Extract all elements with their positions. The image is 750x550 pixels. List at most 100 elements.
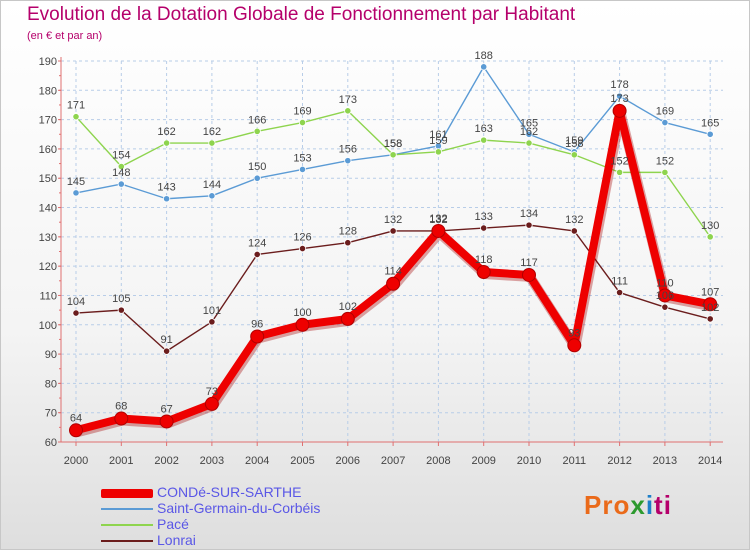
y-tick-label: 180 xyxy=(39,85,57,97)
x-tick-label: 2009 xyxy=(471,455,495,467)
data-point xyxy=(434,148,442,156)
data-label: 101 xyxy=(203,305,221,317)
y-tick-label: 100 xyxy=(39,320,57,332)
data-point xyxy=(69,423,83,438)
data-label: 158 xyxy=(384,138,402,150)
legend-label: Pacé xyxy=(157,516,189,532)
data-point xyxy=(344,239,352,247)
data-label: 128 xyxy=(339,226,357,238)
data-label: 130 xyxy=(701,220,719,232)
data-point xyxy=(208,139,216,147)
data-label: 165 xyxy=(701,117,719,129)
data-point xyxy=(163,195,171,203)
legend-label: CONDé-SUR-SARTHE xyxy=(157,484,302,500)
data-point xyxy=(298,244,307,253)
y-tick-label: 140 xyxy=(39,203,57,215)
data-label: 154 xyxy=(112,150,130,162)
data-label: 91 xyxy=(160,334,172,346)
x-tick-label: 2008 xyxy=(426,455,450,467)
grid xyxy=(61,60,723,443)
chart-subtitle: (en € et par an) xyxy=(27,30,103,42)
data-label: 169 xyxy=(656,106,674,118)
data-point xyxy=(253,250,261,259)
y-tick-label: 80 xyxy=(45,378,57,390)
data-point xyxy=(117,306,125,314)
data-label: 178 xyxy=(610,79,628,91)
legend-swatch xyxy=(101,489,153,498)
data-label: 158 xyxy=(565,138,583,150)
data-point xyxy=(163,347,171,355)
data-point xyxy=(389,151,397,159)
data-label: 105 xyxy=(112,293,130,305)
data-point xyxy=(163,139,171,147)
data-point xyxy=(661,168,669,176)
axes: 60 70 80 90 100 110 120 130 140 150 160 170 180 190 20… xyxy=(39,56,723,467)
data-label: 118 xyxy=(475,254,493,266)
x-tick-label: 2011 xyxy=(562,455,586,467)
y-tick-label: 70 xyxy=(45,408,57,420)
data-point xyxy=(117,162,125,171)
data-point xyxy=(298,118,307,127)
data-label: 124 xyxy=(248,237,266,249)
data-point xyxy=(612,103,627,118)
data-label: 162 xyxy=(520,126,538,138)
data-point xyxy=(298,165,307,174)
data-label: 188 xyxy=(475,50,493,62)
data-point xyxy=(344,107,352,115)
data-point xyxy=(340,311,355,326)
data-label: 132 xyxy=(384,214,402,226)
data-label: 100 xyxy=(293,307,311,319)
data-point xyxy=(386,276,401,291)
data-point xyxy=(208,318,216,326)
y-tick-label: 110 xyxy=(39,290,57,302)
data-point xyxy=(480,63,488,71)
legend-swatch xyxy=(101,508,153,510)
data-label: 67 xyxy=(160,403,172,415)
y-tick-label: 130 xyxy=(39,232,57,244)
data-point xyxy=(72,189,80,197)
data-point xyxy=(525,139,533,147)
data-point xyxy=(250,329,265,344)
data-point xyxy=(208,192,216,200)
data-label: 152 xyxy=(656,155,674,167)
data-point xyxy=(114,411,129,426)
data-label: 68 xyxy=(115,401,127,413)
data-label: 73 xyxy=(206,386,218,398)
data-point xyxy=(389,227,397,235)
data-point xyxy=(72,113,80,121)
data-point xyxy=(570,227,578,235)
data-point xyxy=(703,297,718,312)
data-point xyxy=(159,414,174,429)
data-point xyxy=(661,118,669,127)
data-point xyxy=(253,127,261,135)
data-label: 152 xyxy=(610,155,628,167)
legend-swatch xyxy=(101,524,153,526)
data-label: 144 xyxy=(203,179,221,191)
data-label: 162 xyxy=(203,126,221,138)
data-point xyxy=(480,224,488,232)
data-label: 163 xyxy=(475,123,493,135)
y-tick-label: 190 xyxy=(39,56,57,68)
data-point xyxy=(525,130,533,138)
data-label: 159 xyxy=(565,135,583,147)
x-tick-label: 2006 xyxy=(336,455,360,467)
data-point xyxy=(295,317,310,332)
data-point xyxy=(253,174,261,182)
data-point xyxy=(615,288,624,297)
data-label: 110 xyxy=(656,277,674,289)
data-label: 166 xyxy=(248,114,266,126)
data-label: 162 xyxy=(157,126,175,138)
data-point xyxy=(525,221,533,229)
data-point xyxy=(615,92,624,100)
x-tick-label: 2003 xyxy=(200,455,224,467)
y-tick-label: 90 xyxy=(45,349,57,361)
data-label: 126 xyxy=(293,232,311,244)
legend-label: Lonrai xyxy=(157,532,196,548)
data-point xyxy=(661,303,669,311)
data-point xyxy=(72,309,80,317)
legend-label: Saint-Germain-du-Corbéis xyxy=(157,500,321,516)
data-label: 133 xyxy=(475,211,493,223)
x-tick-label: 2007 xyxy=(381,455,405,467)
